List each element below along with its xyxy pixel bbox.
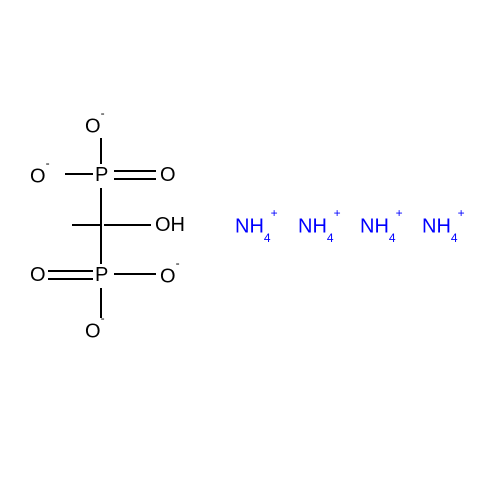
bond-backbone [100,188,102,264]
ion-nh4-3: NH4+ [360,215,403,240]
bond-p1-o3-b [114,178,156,180]
bond-p1-o1 [100,138,102,164]
atom-o2: O- [30,165,50,187]
ion-nh4-4: NH4+ [422,215,465,240]
atom-oh: OH [155,215,185,235]
atom-o5: O- [160,265,180,287]
structure-canvas: O- O- P O OH P O O- O- NH4+ NH4+ NH4+ NH… [0,0,500,500]
bond-c-oh [104,224,151,226]
bond-p1-o2 [65,173,93,175]
ion-nh4-1: NH4+ [235,215,278,240]
bond-p2-o5 [114,273,156,275]
bond-c-ch3 [72,224,100,226]
atom-p1: P [95,165,108,185]
bond-p2-o4-b [48,278,93,280]
atom-o3: O [160,165,176,185]
atom-o6: O- [85,320,105,342]
atom-o4: O [30,265,46,285]
atom-p2: P [95,265,108,285]
atom-o1: O- [85,115,105,137]
bond-p2-o4-a [48,270,93,272]
ion-nh4-2: NH4+ [298,215,341,240]
bond-p1-o3-a [114,170,156,172]
